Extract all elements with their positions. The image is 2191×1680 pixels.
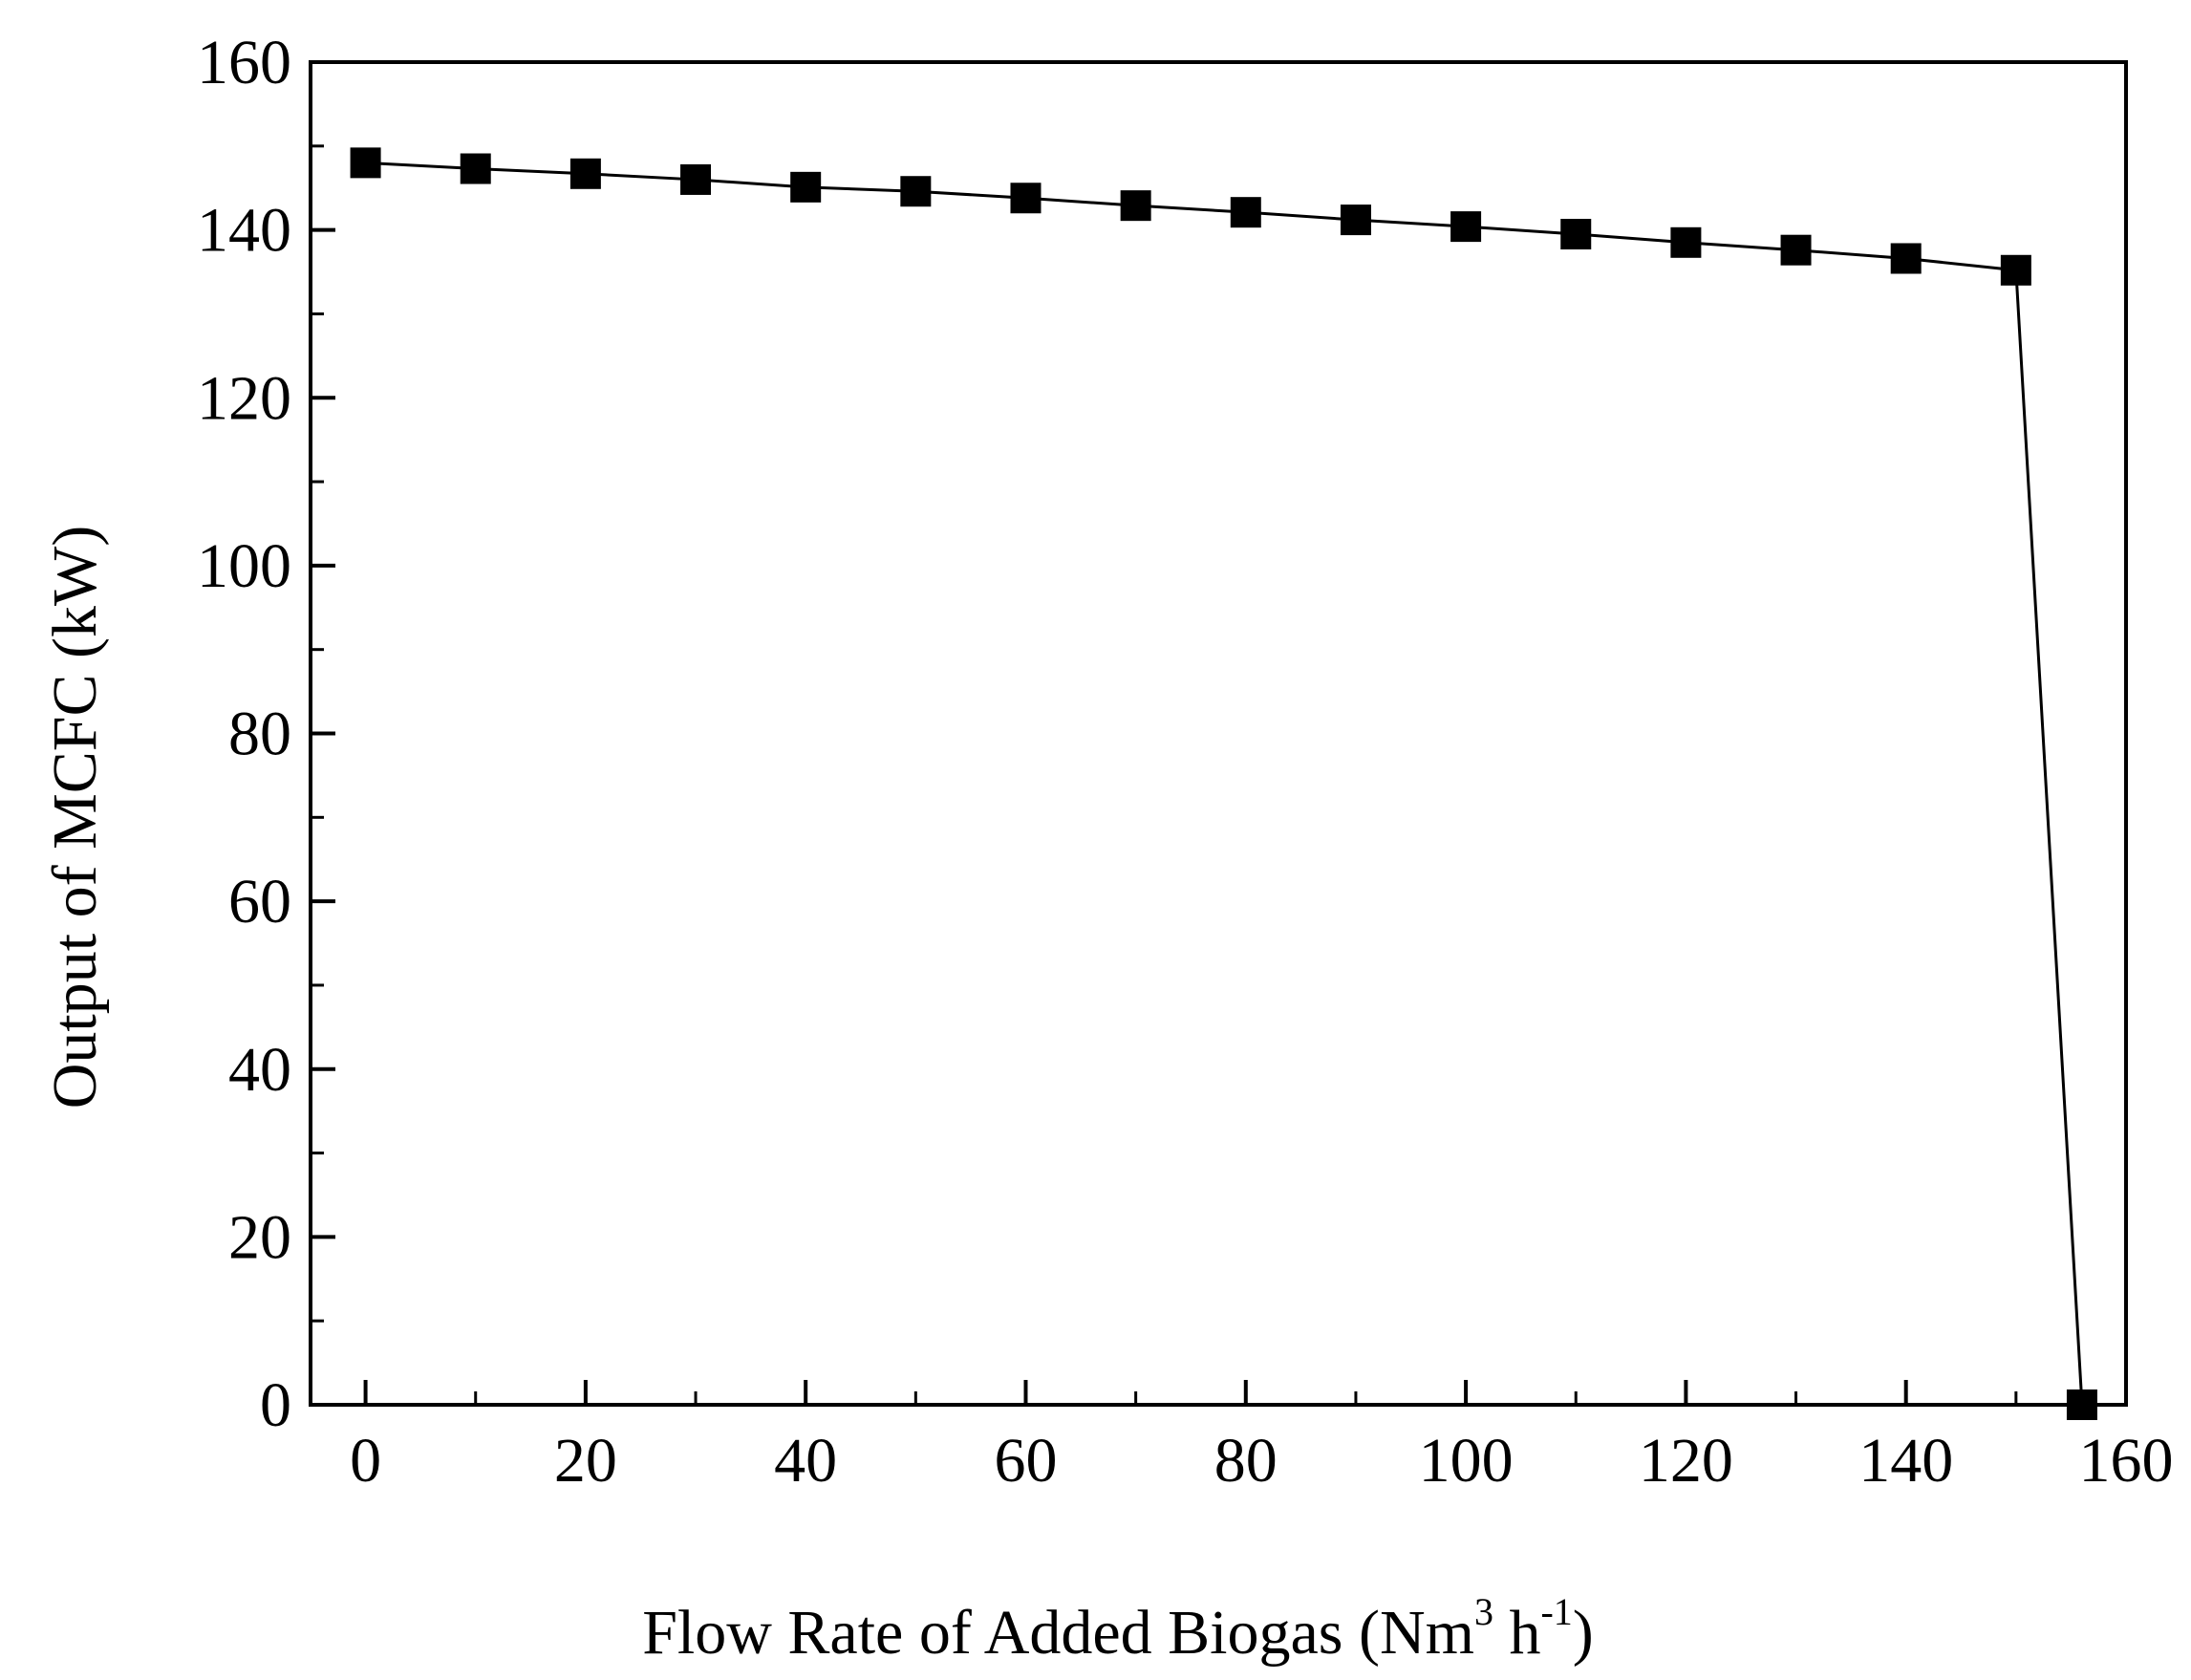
x-axis-title-sup2: -1 <box>1540 1590 1572 1633</box>
data-point <box>460 153 491 184</box>
data-point <box>1010 183 1042 214</box>
x-tick-label: 60 <box>994 1426 1057 1496</box>
x-tick-label: 120 <box>1639 1426 1733 1496</box>
x-axis-tick-labels: 0 20 40 60 80 100 120 140 160 <box>350 1426 2173 1496</box>
data-point <box>1450 211 1482 243</box>
x-tick-label: 100 <box>1419 1426 1514 1496</box>
data-point <box>2066 1389 2097 1420</box>
x-axis-title-prefix: Flow Rate of Added Biogas (Nm <box>642 1598 1474 1668</box>
y-tick-label: 140 <box>197 196 291 266</box>
x-tick-label: 20 <box>554 1426 617 1496</box>
y-axis-ticks <box>311 60 335 1407</box>
y-tick-label: 60 <box>228 867 291 937</box>
data-point <box>1780 234 1812 266</box>
y-tick-label: 20 <box>228 1202 291 1272</box>
y-tick-label: 100 <box>197 531 291 601</box>
series-line <box>365 161 2084 1406</box>
data-point <box>790 171 822 203</box>
data-point <box>1230 197 1261 228</box>
x-tick-label: 160 <box>2079 1426 2174 1496</box>
x-tick-label: 0 <box>350 1426 381 1496</box>
series-layer <box>350 147 2097 1420</box>
data-point <box>2000 254 2031 286</box>
y-axis-tick-labels: 0 20 40 60 80 100 120 140 160 <box>197 28 291 1440</box>
y-tick-label: 40 <box>228 1035 291 1105</box>
data-point <box>569 158 601 189</box>
y-tick-label: 120 <box>197 363 291 433</box>
y-tick-label: 0 <box>260 1370 291 1440</box>
data-point <box>1340 205 1371 236</box>
data-point <box>1890 243 1922 274</box>
data-point <box>900 176 932 207</box>
x-axis-ticks <box>363 1380 2128 1405</box>
x-axis-title: Flow Rate of Added Biogas (Nm3 h-1) <box>642 1590 1594 1668</box>
data-point <box>1670 226 1702 258</box>
x-axis-title-suffix: ) <box>1573 1598 1594 1668</box>
y-tick-label: 80 <box>228 700 291 769</box>
plot-frame <box>309 60 2128 1407</box>
y-axis-title: Output of MCFC (kW) <box>40 526 110 1109</box>
y-tick-label: 160 <box>197 28 291 97</box>
x-tick-label: 40 <box>774 1426 837 1496</box>
x-axis-title-sup1: 3 <box>1474 1590 1493 1633</box>
x-tick-label: 80 <box>1214 1426 1278 1496</box>
data-point <box>350 147 381 179</box>
data-point <box>1560 219 1592 250</box>
x-tick-label: 140 <box>1858 1426 1953 1496</box>
data-point <box>1120 190 1151 222</box>
x-axis-title-middle: h <box>1493 1598 1541 1668</box>
data-point <box>680 163 712 195</box>
